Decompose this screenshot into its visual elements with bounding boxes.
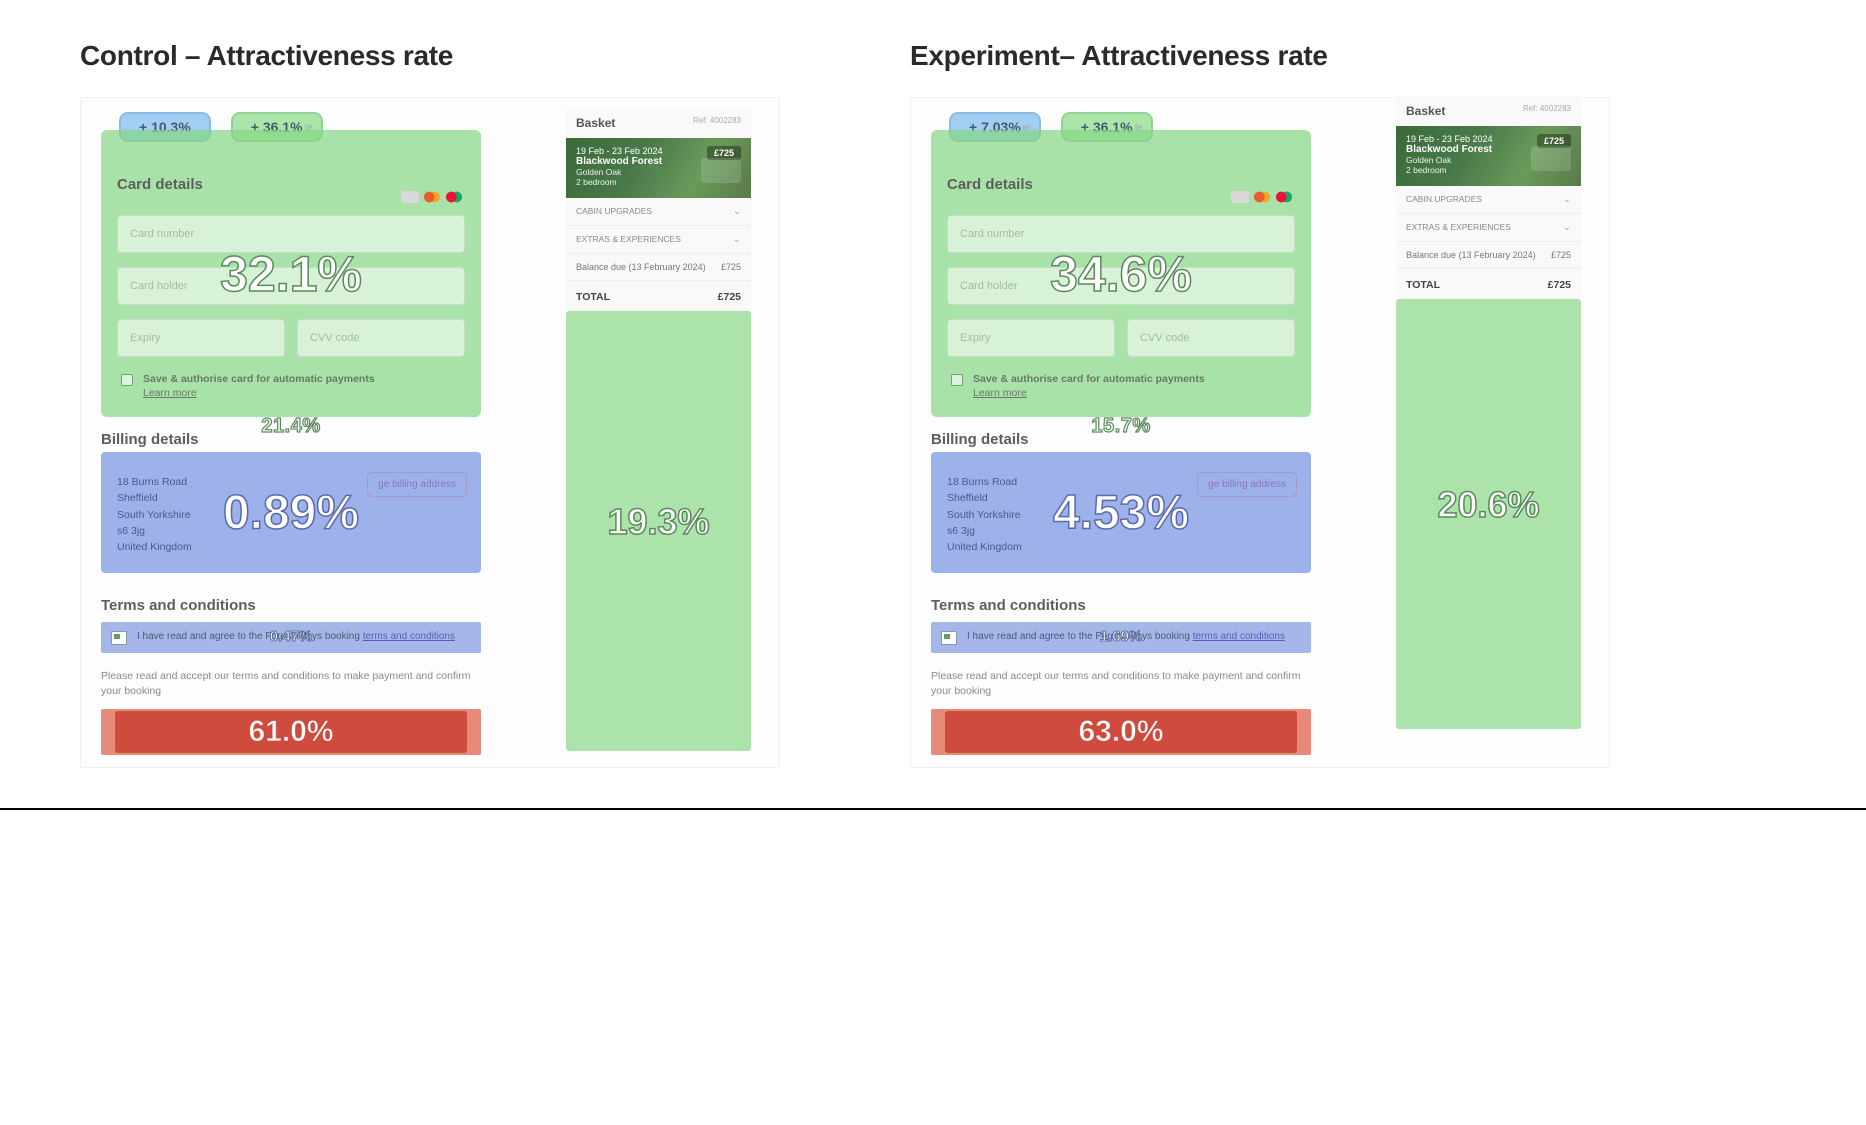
- basket-location: Blackwood Forest: [576, 156, 741, 167]
- chevron-down-icon: ⌄: [1563, 194, 1571, 205]
- billing-title-pct: 21.4%: [261, 415, 320, 438]
- terms-link[interactable]: terms and conditions: [363, 631, 455, 642]
- terms-pct: 1.69%: [1100, 628, 1143, 645]
- save-card-checkbox[interactable]: [951, 374, 963, 386]
- basket-balance: Balance due (13 February 2024) £725: [566, 254, 751, 281]
- change-billing-button[interactable]: ge billing address: [367, 472, 467, 497]
- cvv-field[interactable]: CVV code: [1127, 319, 1295, 357]
- terms-heading: Terms and conditions: [931, 597, 1311, 614]
- change-billing-button[interactable]: ge billing address: [1197, 472, 1297, 497]
- basket-cabin: Golden Oak: [576, 167, 741, 177]
- billing-zone-pct: 0.89%: [223, 485, 359, 540]
- cta-zone[interactable]: 61.0%: [101, 709, 481, 755]
- form-column: + 7.03%er + 36.1%te Card details Card nu…: [931, 108, 1311, 755]
- panel-body-control: + 10.3% + 36.1%te Card details Card numb…: [80, 97, 780, 768]
- panel-control: Control – Attractiveness rate + 10.3% + …: [80, 40, 780, 768]
- save-card-label: Save & authorise card for automatic paym…: [143, 373, 375, 385]
- card-details-zone: Card details Card number Card holder Exp…: [931, 130, 1311, 417]
- basket-location: Blackwood Forest: [1406, 144, 1571, 155]
- billing-zone: 18 Burns Road Sheffield South Yorkshire …: [101, 452, 481, 573]
- save-card-label: Save & authorise card for automatic paym…: [973, 373, 1205, 385]
- basket-beds: 2 bedroom: [1406, 165, 1571, 175]
- terms-link[interactable]: terms and conditions: [1193, 631, 1285, 642]
- chevron-down-icon: ⌄: [733, 206, 741, 217]
- learn-more-link[interactable]: Learn more: [143, 387, 375, 399]
- cta-zone[interactable]: 63.0%: [931, 709, 1311, 755]
- basket-hero: 19 Feb - 23 Feb 2024 Blackwood Forest Go…: [1396, 126, 1581, 186]
- panel-title-control: Control – Attractiveness rate: [80, 40, 780, 72]
- basket-attention-zone: 20.6%: [1396, 299, 1581, 729]
- terms-checkbox-row: I have read and agree to the Forest lida…: [101, 622, 481, 653]
- card-details-zone: Card details Card number Card holder Exp…: [101, 130, 481, 417]
- basket-title: Basket: [576, 116, 615, 130]
- billing-zone: 18 Burns Road Sheffield South Yorkshire …: [931, 452, 1311, 573]
- basket-cabin: Golden Oak: [1406, 155, 1571, 165]
- basket-column: Basket Ref: 4002283 19 Feb - 23 Feb 2024…: [566, 108, 751, 755]
- basket-ref: Ref: 4002283: [693, 116, 741, 130]
- basket-row-upgrades[interactable]: CABIN UPGRADES ⌄: [566, 198, 751, 226]
- basket-row-extras[interactable]: EXTRAS & EXPERIENCES ⌄: [1396, 214, 1581, 242]
- terms-checkbox[interactable]: [941, 631, 957, 645]
- basket-row-extras[interactable]: EXTRAS & EXPERIENCES ⌄: [566, 226, 751, 254]
- address-line: United Kingdom: [947, 539, 1295, 555]
- basket-box: Basket Ref: 4002283 19 Feb - 23 Feb 2024…: [566, 108, 751, 313]
- card-details-heading: Card details: [947, 176, 1295, 193]
- expiry-field[interactable]: Expiry: [947, 319, 1115, 357]
- terms-pct: 0.47%: [270, 628, 313, 645]
- basket-hero: 19 Feb - 23 Feb 2024 Blackwood Forest Go…: [566, 138, 751, 198]
- card-zone-pct: 32.1%: [220, 245, 362, 303]
- learn-more-link[interactable]: Learn more: [973, 387, 1205, 399]
- basket-balance: Balance due (13 February 2024) £725: [1396, 242, 1581, 269]
- expiry-field[interactable]: Expiry: [117, 319, 285, 357]
- basket-pct: 20.6%: [1437, 484, 1539, 526]
- basket-ref: Ref: 4002283: [1523, 104, 1571, 118]
- billing-zone-pct: 4.53%: [1053, 485, 1189, 540]
- save-card-checkbox[interactable]: [121, 374, 133, 386]
- panel-experiment: Experiment– Attractiveness rate + 7.03%e…: [910, 40, 1610, 768]
- basket-pct: 19.3%: [607, 501, 709, 543]
- basket-box: Basket Ref: 4002283 19 Feb - 23 Feb 2024…: [1396, 96, 1581, 301]
- terms-heading: Terms and conditions: [101, 597, 481, 614]
- form-column: + 10.3% + 36.1%te Card details Card numb…: [101, 108, 481, 755]
- basket-price: £725: [707, 146, 741, 160]
- terms-checkbox-row: I have read and agree to the Forest lida…: [931, 622, 1311, 653]
- terms-checkbox[interactable]: [111, 631, 127, 645]
- basket-column: Basket Ref: 4002283 19 Feb - 23 Feb 2024…: [1396, 108, 1581, 755]
- cvv-field[interactable]: CVV code: [297, 319, 465, 357]
- cta-pct: 63.0%: [931, 709, 1311, 755]
- chevron-down-icon: ⌄: [1563, 222, 1571, 233]
- basket-price: £725: [1537, 134, 1571, 148]
- address-line: United Kingdom: [117, 539, 465, 555]
- card-zone-pct: 34.6%: [1050, 245, 1192, 303]
- panel-body-experiment: + 7.03%er + 36.1%te Card details Card nu…: [910, 97, 1610, 768]
- note-text: Please read and accept our terms and con…: [101, 669, 481, 698]
- comparison-container: Control – Attractiveness rate + 10.3% + …: [80, 40, 1786, 768]
- basket-title: Basket: [1406, 104, 1445, 118]
- note-text: Please read and accept our terms and con…: [931, 669, 1311, 698]
- basket-row-upgrades[interactable]: CABIN UPGRADES ⌄: [1396, 186, 1581, 214]
- panel-title-experiment: Experiment– Attractiveness rate: [910, 40, 1610, 72]
- cta-pct: 61.0%: [101, 709, 481, 755]
- chevron-down-icon: ⌄: [733, 234, 741, 245]
- basket-total: TOTAL £725: [566, 281, 751, 313]
- basket-total: TOTAL £725: [1396, 269, 1581, 301]
- basket-attention-zone: 19.3%: [566, 311, 751, 751]
- card-details-heading: Card details: [117, 176, 465, 193]
- basket-beds: 2 bedroom: [576, 177, 741, 187]
- billing-title-pct: 15.7%: [1091, 415, 1150, 438]
